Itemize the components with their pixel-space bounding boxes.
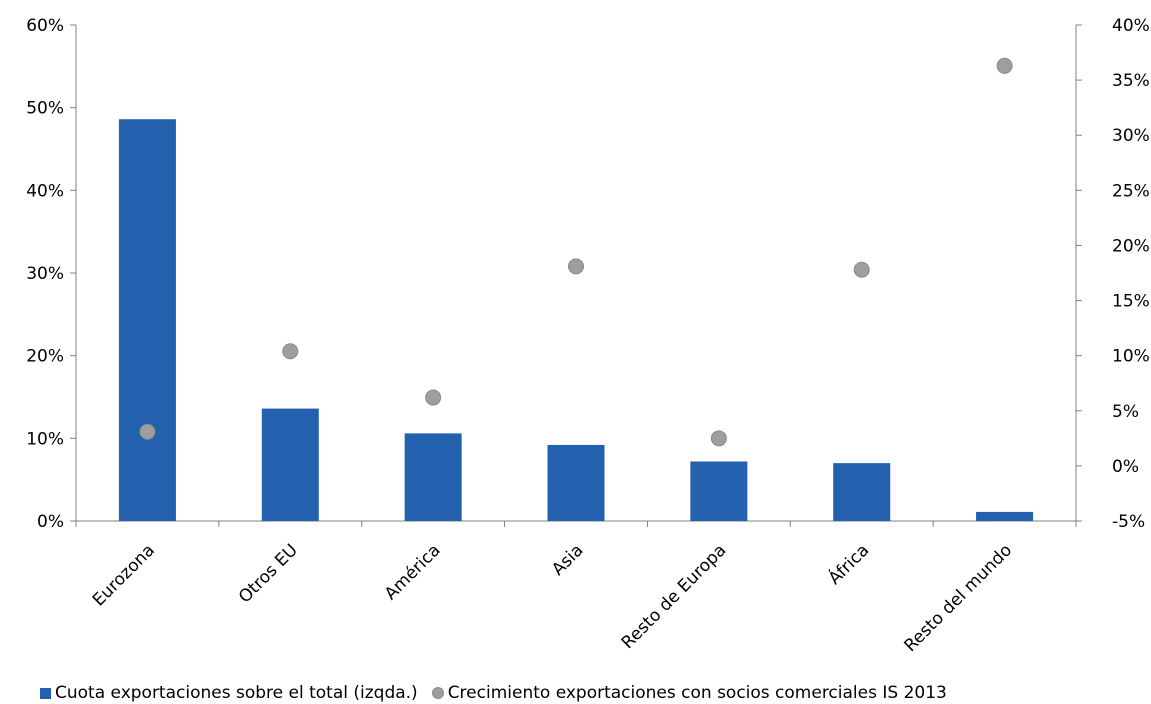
bar	[261, 408, 319, 521]
bar	[690, 461, 748, 521]
legend-dot-swatch	[431, 687, 444, 699]
scatter-point	[139, 423, 156, 440]
y-left-tick-label: 60%	[26, 16, 64, 36]
y-right-tick-label: 20%	[1112, 236, 1150, 256]
x-tick-label: África	[823, 539, 873, 589]
y-right-tick-label: 10%	[1112, 347, 1150, 367]
legend-item-dot: Crecimiento exportaciones con socios com…	[431, 683, 947, 703]
bar	[547, 444, 605, 521]
bar	[118, 119, 176, 522]
y-right-tick-label: 40%	[1112, 16, 1150, 36]
y-right-tick-label: 30%	[1112, 126, 1150, 146]
legend-item-bar: Cuota exportaciones sobre el total (izqd…	[40, 683, 418, 703]
legend: Cuota exportaciones sobre el total (izqd…	[40, 683, 961, 703]
scatter-point	[996, 57, 1013, 74]
bar	[833, 463, 891, 521]
x-tick-label: Resto del mundo	[900, 540, 1016, 656]
scatter-point	[568, 258, 584, 275]
y-left-tick-label: 20%	[26, 347, 64, 367]
scatter-point	[282, 343, 299, 360]
scatter-point	[425, 389, 442, 406]
legend-bar-swatch	[40, 687, 51, 699]
y-right-tick-label: -5%	[1112, 512, 1145, 532]
x-tick-label: América	[381, 540, 445, 604]
legend-dot-label: Crecimiento exportaciones con socios com…	[447, 683, 947, 703]
x-tick-label: Eurozona	[89, 540, 159, 610]
legend-bar-label: Cuota exportaciones sobre el total (izqd…	[55, 683, 418, 703]
combo-chart: 0% 10% 20% 30% 40% 50% 60% -5% 0% 5% 10% 15% 20% 25% 3…	[26, 16, 1150, 656]
x-tick-label: Resto de Europa	[618, 540, 731, 653]
y-left-tick-label: 40%	[26, 181, 64, 201]
y-left-tick-label: 50%	[26, 99, 64, 119]
y-right-tick-label: 5%	[1112, 402, 1139, 422]
bar	[404, 433, 462, 521]
scatter-point	[853, 261, 870, 278]
y-right-tick-label: 25%	[1112, 181, 1150, 201]
x-tick-label: Otros EU	[235, 540, 302, 607]
bar	[976, 511, 1034, 521]
y-right-tick-label: 35%	[1112, 71, 1150, 91]
y-right-tick-label: 0%	[1112, 457, 1139, 477]
y-right-tick-label: 15%	[1112, 292, 1150, 312]
y-left-tick-label: 0%	[37, 512, 64, 532]
x-tick-label: Asia	[548, 540, 587, 579]
y-left-tick-label: 30%	[26, 264, 64, 284]
scatter-point	[710, 430, 727, 447]
y-left-tick-label: 10%	[26, 429, 64, 449]
